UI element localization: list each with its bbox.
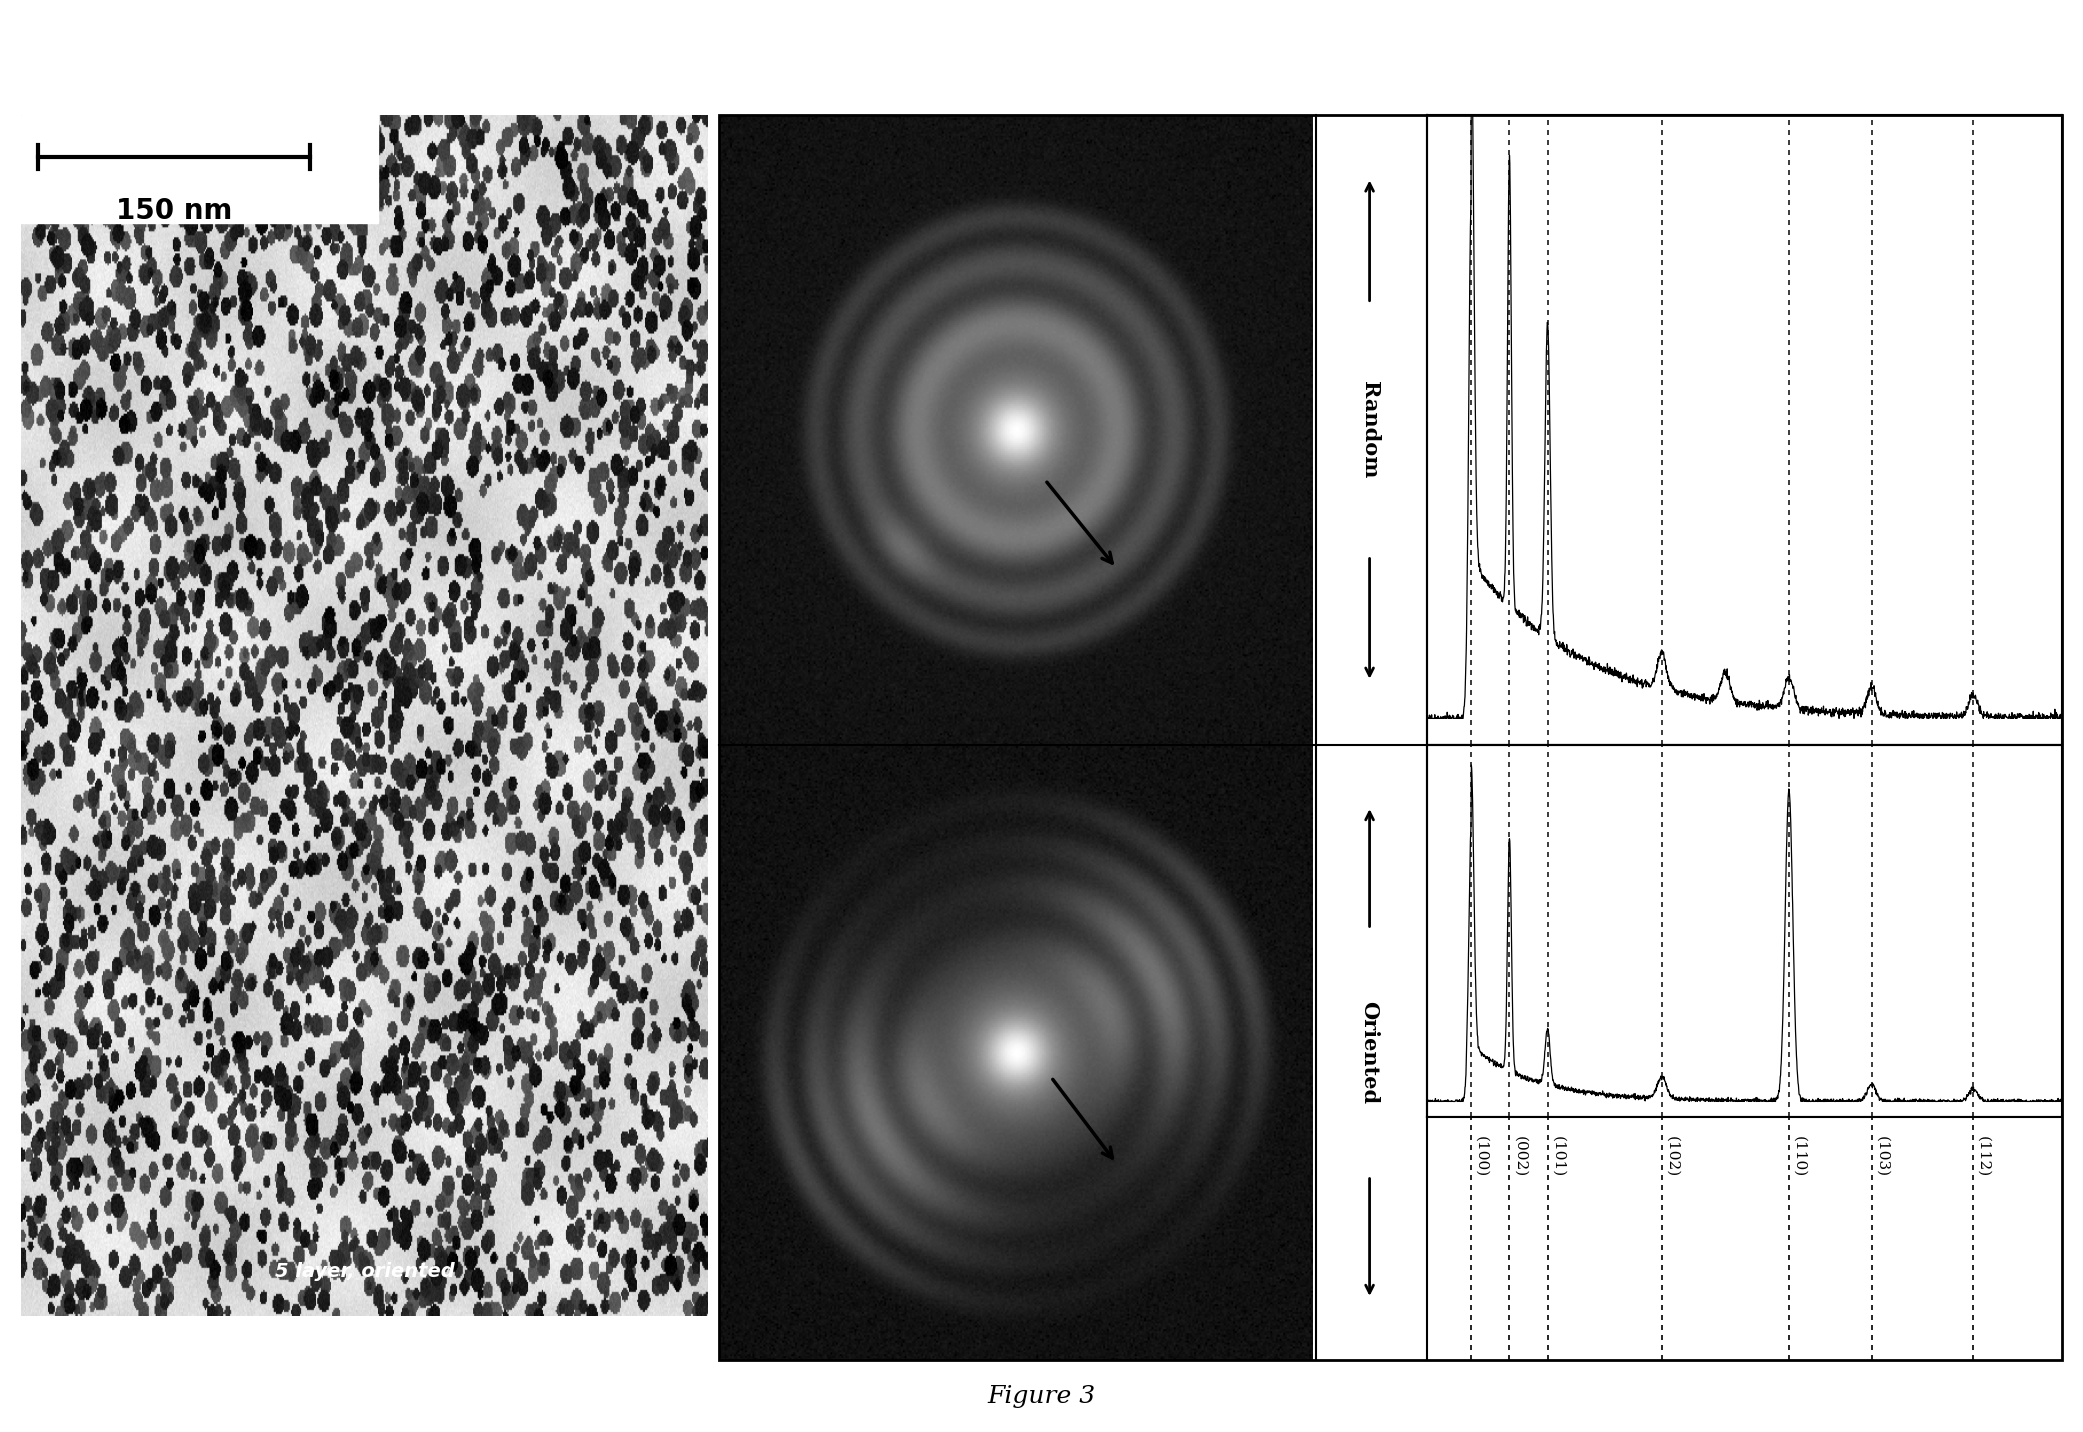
Text: Figure 3: Figure 3	[987, 1385, 1096, 1408]
Text: (002): (002)	[1512, 1137, 1527, 1177]
Bar	[21, 115, 379, 223]
Text: (101): (101)	[1550, 1137, 1564, 1177]
Text: (112): (112)	[1977, 1137, 1991, 1177]
Text: Random: Random	[1360, 381, 1379, 478]
Text: (102): (102)	[1664, 1137, 1679, 1177]
Text: 150 nm: 150 nm	[115, 196, 231, 225]
Text: (100): (100)	[1475, 1137, 1489, 1177]
Text: (110): (110)	[1791, 1137, 1806, 1177]
Text: (103): (103)	[1875, 1137, 1889, 1177]
Text: 5 layer, oriented: 5 layer, oriented	[275, 1263, 454, 1282]
Text: Oriented: Oriented	[1360, 1001, 1379, 1104]
